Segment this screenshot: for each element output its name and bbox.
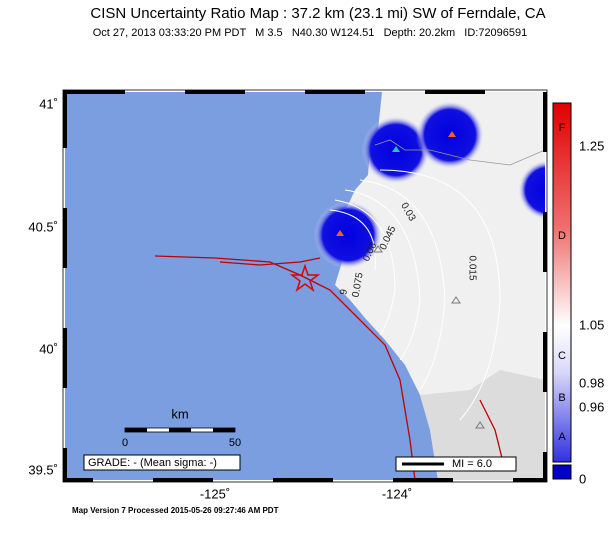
contour-label: 9 — [338, 288, 350, 296]
river — [374, 139, 545, 166]
scale-unit: km — [171, 406, 188, 421]
scale-end: 50 — [229, 437, 241, 449]
colorbar-min — [552, 464, 572, 480]
station — [392, 146, 400, 152]
colorbar-value: 0.96 — [579, 399, 604, 414]
contour-label: 0.015 — [466, 255, 477, 280]
lat-label: 39.5˚ — [28, 462, 58, 477]
mi-box — [395, 456, 517, 472]
lat-label: 41˚ — [39, 96, 58, 111]
subtitle: Oct 27, 2013 03:33:20 PM PDT M 3.5 N40.3… — [93, 27, 528, 39]
uncertainty-blob — [518, 160, 545, 220]
colorbar-value: 1.05 — [579, 317, 604, 332]
lat-label: 40˚ — [39, 341, 58, 356]
colorbar-value: 0.98 — [579, 375, 604, 390]
map-border — [62, 89, 548, 483]
fault — [219, 257, 321, 266]
lon-label: -124˚ — [382, 486, 412, 501]
fault — [154, 255, 416, 480]
station — [475, 421, 485, 429]
grade-letter: F — [559, 122, 566, 134]
grade-letter: D — [558, 230, 566, 242]
grade: GRADE: - (Mean sigma: -) — [88, 457, 217, 469]
epicenter — [289, 263, 321, 293]
grade-letter: C — [558, 350, 566, 362]
lon-label: -125˚ — [200, 486, 230, 501]
lat-label: 40.5˚ — [28, 219, 58, 234]
grade-letter: A — [558, 431, 566, 443]
scale-bar — [124, 427, 236, 433]
footer: Map Version 7 Processed 2015-05-26 09:27… — [72, 506, 279, 515]
colorbar — [552, 102, 572, 463]
grade-box — [83, 454, 241, 471]
mi-legend: MI = 6.0 — [452, 458, 492, 470]
station — [448, 131, 456, 137]
map-frame — [63, 90, 547, 482]
grade-letter: B — [558, 392, 565, 404]
contour-label: 0.075 — [351, 271, 366, 298]
station — [373, 245, 383, 253]
station — [336, 230, 344, 236]
uncertainty-blob — [314, 201, 382, 269]
title: CISN Uncertainty Ratio Map : 37.2 km (23… — [90, 5, 545, 22]
station — [451, 296, 461, 304]
map-area: 0.03 0.045 0.06 0.075 9 0.015 — [65, 92, 545, 480]
colorbar-value: 1.25 — [579, 138, 604, 153]
scale-start: 0 — [122, 437, 128, 449]
contours — [329, 169, 501, 421]
colorbar-value: 0 — [579, 471, 586, 486]
